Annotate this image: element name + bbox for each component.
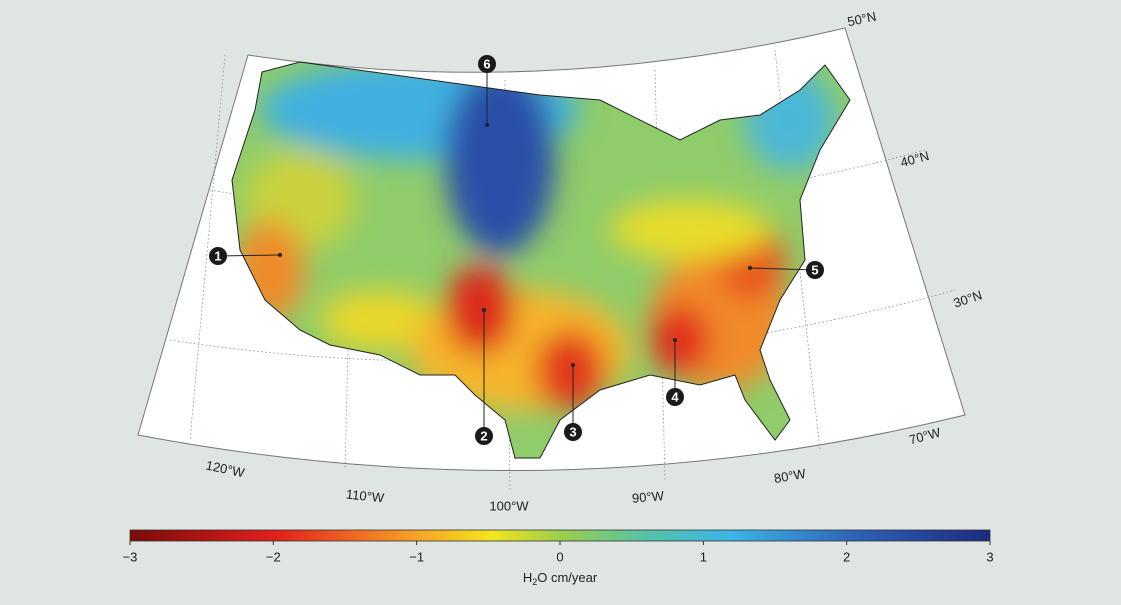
marker-number: 4 <box>671 389 679 404</box>
marker-dot <box>571 363 575 367</box>
latitude-label: 40°N <box>899 148 931 170</box>
map-labels: 50°N 40°N 30°N 120°W 110°W 100°W 90°W 80°W 70°W 1… <box>205 9 984 514</box>
longitude-label: 70°W <box>907 424 942 447</box>
label-part: O cm/year <box>537 570 598 585</box>
label-part: H <box>523 570 532 585</box>
marker <box>666 388 684 406</box>
longitude-label: 120°W <box>205 458 247 481</box>
marker-dot <box>748 266 752 270</box>
colorbar-tick-label: −3 <box>123 549 138 564</box>
marker-number: 1 <box>214 248 221 263</box>
marker-dot <box>278 253 282 257</box>
marker <box>806 261 824 279</box>
marker-number: 3 <box>569 424 576 439</box>
colorbar-tick-label: −1 <box>409 549 424 564</box>
colorbar <box>129 529 991 542</box>
colorbar-tick-label: 2 <box>843 549 850 564</box>
colorbar-tick-label: 3 <box>986 549 993 564</box>
label-subscript: 2 <box>532 577 537 587</box>
marker-number: 2 <box>480 428 487 443</box>
us-outline <box>231 61 851 459</box>
marker <box>478 55 496 73</box>
marker-leader <box>749 267 816 271</box>
latitude-label: 30°N <box>952 287 984 310</box>
marker <box>475 427 493 445</box>
marker-number: 6 <box>483 56 490 71</box>
marker-dot <box>482 308 486 312</box>
marker-leader <box>217 254 281 257</box>
colorbar-tick-label: 0 <box>556 549 563 564</box>
colorbar-tick-label: −2 <box>266 549 281 564</box>
longitude-label: 110°W <box>345 486 385 505</box>
longitude-label: 100°W <box>489 498 529 513</box>
latitude-label: 50°N <box>846 9 878 30</box>
longitude-label: 80°W <box>773 466 808 486</box>
colorbar-label: H2O cm/year <box>523 570 598 587</box>
marker <box>209 247 227 265</box>
marker <box>564 423 582 441</box>
marker-number: 5 <box>811 262 818 277</box>
marker-dot <box>485 123 489 127</box>
colorbar-tick-label: 1 <box>700 549 707 564</box>
longitude-label: 90°W <box>631 488 665 506</box>
marker-dot <box>673 338 677 342</box>
